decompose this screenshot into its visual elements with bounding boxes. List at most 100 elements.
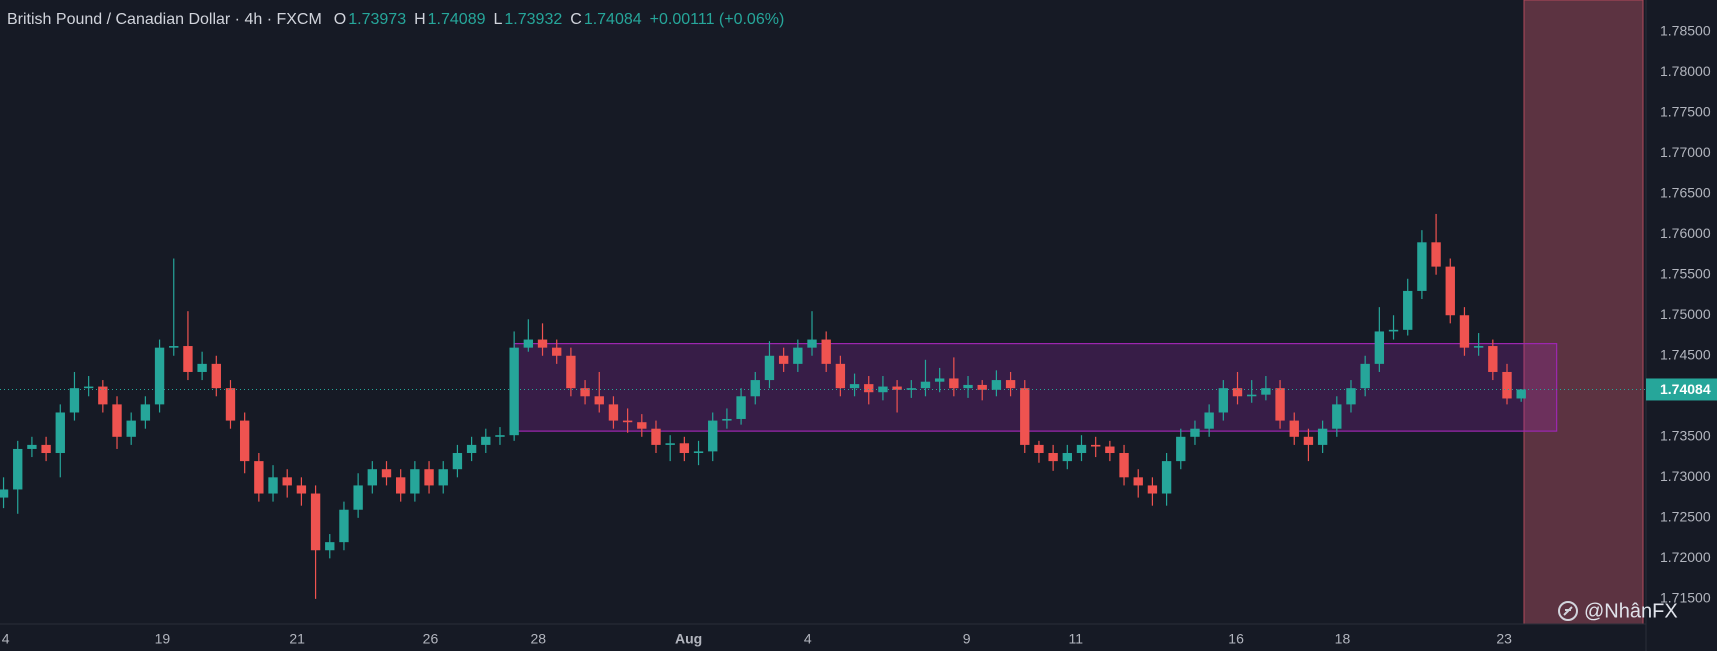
candle-body xyxy=(41,444,51,454)
candle-body xyxy=(594,396,604,405)
candle-body xyxy=(481,436,491,445)
range-box xyxy=(513,343,1558,432)
candle-body xyxy=(154,347,165,405)
candle-body xyxy=(1289,420,1299,437)
ohlc-key: H xyxy=(414,11,426,28)
x-tick-label: 18 xyxy=(1335,631,1351,647)
candle-body xyxy=(211,363,221,389)
candle-body xyxy=(424,469,434,486)
x-tick-label: 19 xyxy=(155,631,171,647)
x-tick-label: 11 xyxy=(1069,631,1084,647)
candle-body xyxy=(679,443,690,454)
watermark-icon-glyph xyxy=(1563,606,1573,616)
candle-body xyxy=(693,451,704,454)
candle-body xyxy=(13,448,23,490)
ohlc-value: 1.73973 xyxy=(348,11,406,28)
candle-body xyxy=(1133,477,1143,486)
candle-body xyxy=(339,509,349,543)
candle-body xyxy=(892,386,902,390)
candle-body xyxy=(665,443,675,445)
candle-body xyxy=(452,453,463,470)
candle-body xyxy=(1190,428,1200,437)
candle-body xyxy=(140,404,151,421)
candle-body xyxy=(1261,388,1271,395)
candle-body xyxy=(1005,380,1016,389)
candle-body xyxy=(934,378,945,382)
candles xyxy=(0,213,1526,599)
candle-body xyxy=(1034,444,1044,454)
x-tick-label: 4 xyxy=(2,631,10,647)
y-tick-label: 1.75500 xyxy=(1660,265,1711,281)
y-tick-label: 1.72500 xyxy=(1660,509,1711,525)
candle-body xyxy=(197,363,207,372)
y-tick-label: 1.76000 xyxy=(1660,225,1711,241)
y-tick-label: 1.77000 xyxy=(1660,144,1711,160)
candle-body xyxy=(1020,388,1030,445)
candle-body xyxy=(495,435,505,437)
candle-body xyxy=(1317,428,1328,445)
candle-body xyxy=(977,384,987,390)
candle-body xyxy=(69,388,80,413)
x-tick-label: 16 xyxy=(1228,631,1244,647)
candle-body xyxy=(793,347,803,364)
candle-body xyxy=(1403,290,1413,330)
candle-body xyxy=(1275,388,1285,421)
candle-body xyxy=(438,469,448,486)
candle-body xyxy=(1346,388,1356,405)
y-tick-label: 1.78000 xyxy=(1660,63,1711,79)
candle-body xyxy=(381,469,392,478)
candle-body xyxy=(523,339,534,348)
candle-body xyxy=(55,412,65,454)
candle-body xyxy=(1445,266,1455,316)
watermark-icon xyxy=(1558,601,1578,621)
candle-body xyxy=(353,485,363,510)
candle-body xyxy=(509,347,519,436)
candle-body xyxy=(580,388,590,397)
candle-body xyxy=(1062,453,1072,462)
candle-body xyxy=(552,347,562,356)
ohlc-key: L xyxy=(494,11,503,28)
candle-body xyxy=(410,469,420,494)
candle-body xyxy=(807,339,817,348)
candle-body xyxy=(537,339,548,348)
candle-body xyxy=(367,469,377,486)
candle-body xyxy=(736,396,746,419)
candle-body xyxy=(1332,404,1342,429)
candle-body xyxy=(963,384,973,389)
candle-body xyxy=(1459,315,1470,348)
ohlc-value: 1.74089 xyxy=(428,11,486,28)
candle-body xyxy=(608,404,619,421)
candle-body xyxy=(126,420,136,437)
last-price-label: 1.74084 xyxy=(1660,381,1711,397)
candle-body xyxy=(622,420,633,423)
candle-body xyxy=(1090,444,1101,447)
watermark-text: @NhânFX xyxy=(1584,600,1678,622)
candle-body xyxy=(282,477,292,486)
candle-body xyxy=(1161,461,1172,494)
candle-body xyxy=(1076,444,1087,454)
candle-body xyxy=(1516,389,1526,399)
range-zone xyxy=(513,343,1558,432)
header: British Pound / Canadian Dollar · 4h · F… xyxy=(7,11,322,28)
candle-body xyxy=(750,380,760,397)
x-tick-label: 4 xyxy=(804,631,812,647)
y-tick-label: 1.71500 xyxy=(1660,590,1711,606)
y-tick-label: 1.74500 xyxy=(1660,346,1711,362)
candle-body xyxy=(1232,388,1243,397)
candle-body xyxy=(254,461,264,494)
ohlc-key: O xyxy=(334,11,346,28)
candle-body xyxy=(1488,346,1498,372)
candle-body xyxy=(1119,453,1129,478)
highlight-band xyxy=(1523,0,1644,625)
candle-body xyxy=(225,388,236,421)
candle-body xyxy=(310,493,321,551)
candle-body xyxy=(1247,394,1257,397)
x-tick-label: Aug xyxy=(675,631,702,647)
candle-body xyxy=(1204,412,1214,429)
candle-body xyxy=(864,384,874,393)
y-tick-label: 1.73000 xyxy=(1660,468,1711,484)
ohlc-key: C xyxy=(570,11,582,28)
candle-body xyxy=(1502,371,1512,399)
y-tick-label: 1.73500 xyxy=(1660,428,1711,444)
